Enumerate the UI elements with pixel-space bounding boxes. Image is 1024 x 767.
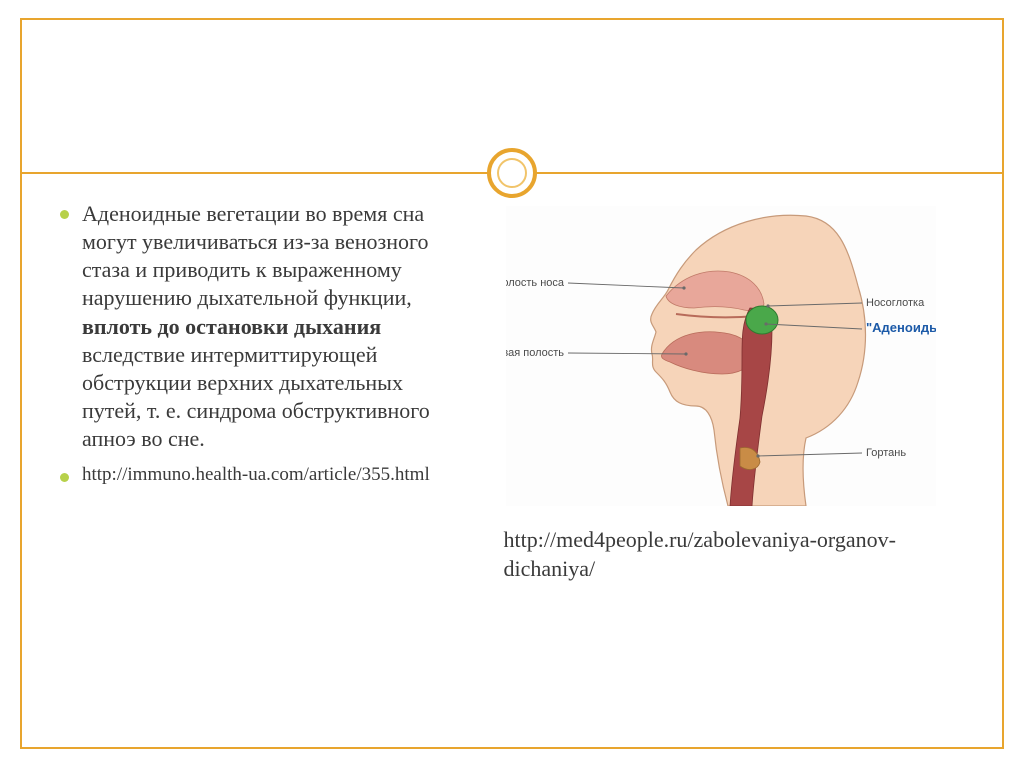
bullet-text: Аденоидные вегетации во время сна могут … xyxy=(82,200,468,453)
leader-dot-icon xyxy=(682,286,685,289)
diagram-label-nasopharynx: Носоглотка xyxy=(866,297,925,309)
diagram-label-larynx: Гортань xyxy=(866,447,906,459)
bullet-item: http://immuno.health-ua.com/article/355.… xyxy=(56,463,468,488)
text-pre: Аденоидные вегетации во время сна могут … xyxy=(82,201,428,310)
source-link-text: http://immuno.health-ua.com/article/355.… xyxy=(82,463,468,488)
leader-dot-icon xyxy=(766,304,769,307)
diagram-label-nasal-cavity: Полость носа xyxy=(506,277,565,289)
leader-dot-icon xyxy=(684,352,687,355)
circle-ornament-icon xyxy=(487,148,537,198)
bullet-list: Аденоидные вегетации во время сна могут … xyxy=(56,200,468,488)
leader-dot-icon xyxy=(756,454,759,457)
bullet-item: Аденоидные вегетации во время сна могут … xyxy=(56,200,468,453)
slide-frame: Аденоидные вегетации во время сна могут … xyxy=(20,18,1004,749)
diagram-label-oral-cavity: Ротовая полость xyxy=(506,347,564,359)
anatomy-svg: Полость носа Ротовая полость Носоглотка "Ад… xyxy=(506,206,936,506)
text-bold: вплоть до остановки дыхания xyxy=(82,314,381,339)
adenoid-shape xyxy=(746,306,778,334)
leader-line xyxy=(568,283,684,288)
top-divider-area xyxy=(22,148,1002,198)
diagram-label-adenoids: "Аденоиды" xyxy=(866,320,936,335)
anatomy-diagram: Полость носа Ротовая полость Носоглотка "Ад… xyxy=(506,206,936,506)
image-source-caption: http://med4people.ru/zabolevaniya-organo… xyxy=(496,526,968,583)
right-column: Полость носа Ротовая полость Носоглотка "Ад… xyxy=(496,200,968,727)
text-post: вследствие интермиттирующей обструкции в… xyxy=(82,342,430,451)
content-columns: Аденоидные вегетации во время сна могут … xyxy=(56,200,968,727)
left-column: Аденоидные вегетации во время сна могут … xyxy=(56,200,476,727)
leader-dot-icon xyxy=(764,322,767,325)
